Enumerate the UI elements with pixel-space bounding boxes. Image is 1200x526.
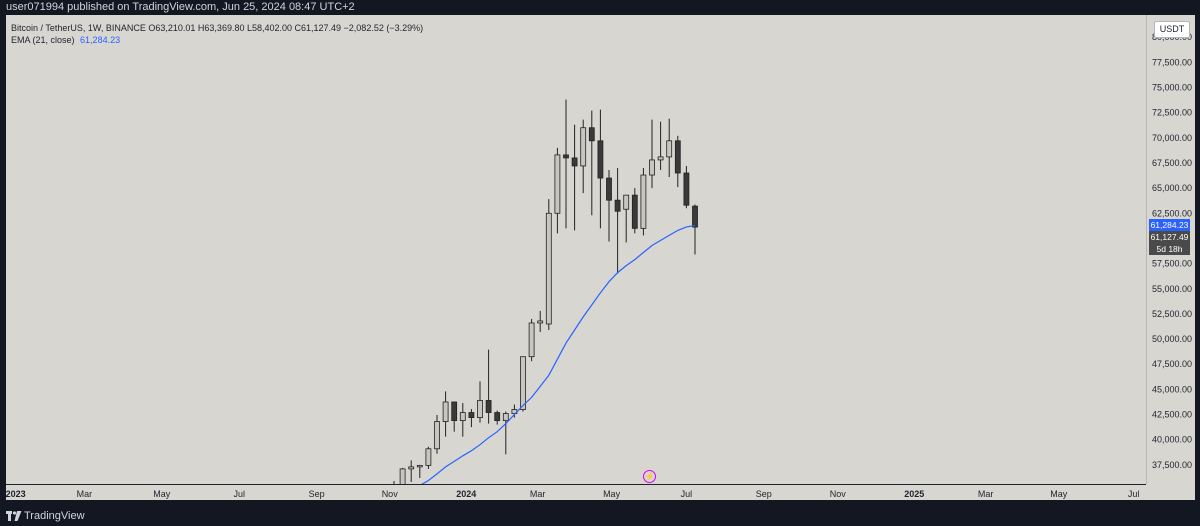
candlestick-chart[interactable]: 37,500.00 40,000.00 42,500.00 45,000.00 47,5… xyxy=(6,15,1195,500)
ema-line[interactable] xyxy=(394,224,696,497)
time-tick-label: May xyxy=(1050,489,1068,499)
price-tick-label: 62,500.00 xyxy=(1152,208,1192,218)
price-tick-label: 47,500.00 xyxy=(1152,359,1192,369)
price-tick-label: 70,000.00 xyxy=(1152,133,1192,143)
candle-up[interactable] xyxy=(657,156,664,161)
time-tick-label: 2023 xyxy=(6,489,26,499)
time-tick-label: Sep xyxy=(756,489,772,499)
price-tick-label: 40,000.00 xyxy=(1152,435,1192,445)
published-text: user071994 published on TradingView.com,… xyxy=(6,1,355,13)
time-tick-label: May xyxy=(603,489,621,499)
ema-price-tag: 61,284.23 xyxy=(1149,219,1190,231)
candle-up[interactable] xyxy=(477,400,483,418)
candle-up[interactable] xyxy=(416,464,423,468)
publish-info-bar: user071994 published on TradingView.com,… xyxy=(0,0,1200,14)
price-tick-label: 50,000.00 xyxy=(1152,334,1192,344)
candle-down[interactable] xyxy=(692,205,698,228)
chart-legend: Bitcoin / TetherUS, 1W, BINANCE O63,210.… xyxy=(11,22,423,46)
price-tick-label: 55,000.00 xyxy=(1152,284,1192,294)
candle-up[interactable] xyxy=(580,127,587,167)
price-tick-label: 77,500.00 xyxy=(1152,57,1192,67)
candle-down[interactable] xyxy=(631,194,638,229)
time-tick-label: Jul xyxy=(233,489,245,499)
price-tick-label: 37,500.00 xyxy=(1152,460,1192,470)
candle-up[interactable] xyxy=(649,159,655,176)
chart-panel[interactable]: 37,500.00 40,000.00 42,500.00 45,000.00 47,5… xyxy=(6,15,1195,500)
candle-up[interactable] xyxy=(528,322,535,358)
ema-legend-row[interactable]: EMA (21, close) 61,284.23 xyxy=(11,34,423,46)
bar-countdown-tag: 5d 18h xyxy=(1149,243,1190,255)
tradingview-brand-label[interactable]: TradingView xyxy=(24,510,85,522)
candle-up[interactable] xyxy=(399,468,406,486)
candle-up[interactable] xyxy=(545,212,552,325)
candle-down[interactable] xyxy=(563,154,569,159)
time-tick-label: Mar xyxy=(530,489,546,499)
tradingview-logo-icon[interactable] xyxy=(6,510,22,522)
price-tick-label: 45,000.00 xyxy=(1152,384,1192,394)
candle-up[interactable] xyxy=(434,421,440,450)
time-tick-label: Mar xyxy=(77,489,93,499)
ema-value: 61,284.23 xyxy=(80,35,121,45)
candle-down[interactable] xyxy=(451,401,458,421)
candle-up[interactable] xyxy=(666,140,673,158)
time-tick-label: Jul xyxy=(681,489,693,499)
time-axis-border xyxy=(6,484,1146,485)
candle-down[interactable] xyxy=(597,140,604,179)
symbol-ohlc-line: Bitcoin / TetherUS, 1W, BINANCE O63,210.… xyxy=(11,23,424,33)
time-tick-label: 2025 xyxy=(904,489,924,499)
candle-down[interactable] xyxy=(674,140,681,174)
candle-up[interactable] xyxy=(408,466,415,470)
time-tick-label: Sep xyxy=(309,489,325,499)
footer-bar: TradingView xyxy=(0,506,1200,526)
lightning-icon[interactable]: ⚡ xyxy=(643,470,656,483)
candle-up[interactable] xyxy=(554,154,561,214)
time-tick-label: Nov xyxy=(382,489,399,499)
last-price-tag: 61,127.49 xyxy=(1149,231,1190,243)
candle-up[interactable] xyxy=(520,356,526,410)
price-tick-label: 72,500.00 xyxy=(1152,108,1192,118)
time-tick-label: 2024 xyxy=(456,489,476,499)
ema-label: EMA (21, close) xyxy=(11,35,75,45)
candle-down[interactable] xyxy=(606,177,612,201)
candle-up[interactable] xyxy=(425,448,432,466)
candle-up[interactable] xyxy=(640,174,647,229)
time-tick-label: May xyxy=(153,489,171,499)
candle-down[interactable] xyxy=(614,199,621,212)
candle-up[interactable] xyxy=(623,194,630,210)
time-tick-label: Nov xyxy=(830,489,847,499)
time-tick-label: Jul xyxy=(1128,489,1140,499)
price-tick-label: 52,500.00 xyxy=(1152,309,1192,319)
plot-area xyxy=(393,99,698,497)
price-axis-border xyxy=(1146,15,1147,484)
price-tick-label: 57,500.00 xyxy=(1152,259,1192,269)
price-tick-label: 65,000.00 xyxy=(1152,183,1192,193)
candle-down[interactable] xyxy=(683,172,690,206)
time-tick-label: Mar xyxy=(978,489,994,499)
candle-down[interactable] xyxy=(494,412,501,421)
candle-down[interactable] xyxy=(468,412,475,418)
candle-up[interactable] xyxy=(442,401,449,423)
candle-down[interactable] xyxy=(485,400,492,413)
candle-up[interactable] xyxy=(502,413,509,421)
candle-up[interactable] xyxy=(459,412,466,421)
candle-up[interactable] xyxy=(537,320,544,324)
candle-down[interactable] xyxy=(588,127,595,142)
candle-down[interactable] xyxy=(571,157,578,167)
price-tick-label: 42,500.00 xyxy=(1152,410,1192,420)
price-tick-label: 67,500.00 xyxy=(1152,158,1192,168)
currency-unit-button[interactable]: USDT xyxy=(1154,21,1190,38)
price-tick-label: 75,000.00 xyxy=(1152,82,1192,92)
